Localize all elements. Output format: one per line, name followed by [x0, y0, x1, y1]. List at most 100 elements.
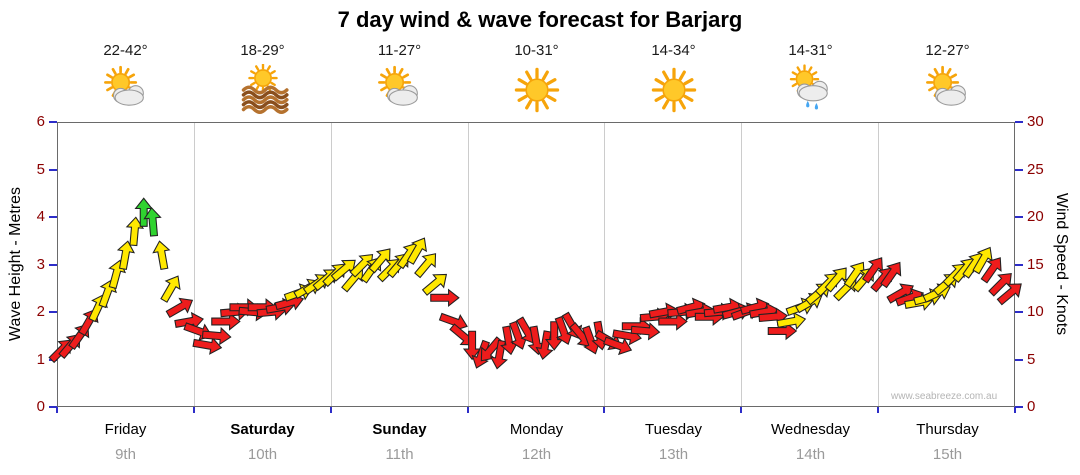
wave-axis-tick-label: 6 — [36, 113, 45, 130]
wind-axis-tick-label: 15 — [1027, 255, 1044, 273]
wave-axis-tick-label: 1 — [36, 350, 45, 368]
wind-arrow — [471, 339, 491, 369]
wind-arrow — [996, 283, 1022, 306]
day-date: 14th — [795, 446, 826, 463]
wind-axis-tick-label: 30 — [1027, 113, 1044, 130]
day-date: 13th — [658, 446, 689, 463]
day-axis-tick — [877, 407, 880, 413]
wave-axis-tick — [49, 216, 57, 218]
wind-axis-tick — [1015, 358, 1023, 361]
day-axis-tick — [603, 407, 606, 413]
day-axis-tick — [466, 407, 469, 413]
wind-arrow — [421, 273, 448, 296]
wave-axis-tick-label: 0 — [36, 398, 45, 415]
wind-arrow — [160, 275, 181, 303]
hazy-sun-icon — [241, 63, 289, 114]
day-date: 10th — [247, 446, 278, 463]
wave-axis-tick — [49, 168, 57, 171]
wave-axis-tick-label: 3 — [36, 255, 45, 273]
wave-axis-tick-label: 4 — [36, 208, 45, 225]
page-title: 7 day wind & wave forecast for Barjarg — [337, 7, 743, 32]
weather-icon-slot — [785, 64, 837, 116]
wind-arrow — [116, 240, 136, 271]
wind-arrow — [880, 261, 902, 289]
wind-arrow — [201, 326, 232, 346]
wind-axis-tick-label: 5 — [1027, 350, 1036, 368]
day-axis-tick — [192, 407, 195, 413]
wave-axis-tick-label: 2 — [36, 303, 45, 320]
wind-arrow — [406, 237, 427, 265]
day-name: Saturday — [230, 421, 295, 438]
day-name: Sunday — [372, 421, 427, 438]
temp-range: 14-31° — [788, 42, 833, 59]
wind-arrow — [414, 253, 437, 279]
wind-arrow — [980, 257, 1002, 284]
wave-axis-tick — [49, 263, 57, 266]
wind-axis-tick — [1015, 406, 1023, 408]
day-axis-tick — [740, 407, 743, 413]
wind-axis-tick — [1015, 263, 1023, 266]
wind-arrow — [143, 206, 162, 237]
wind-axis-tick — [1015, 168, 1023, 171]
weather-icon-slot — [100, 64, 152, 116]
day-column: 18-29° Saturday 10th — [194, 0, 331, 475]
weather-icon-slot — [511, 64, 563, 116]
day-gridline — [330, 123, 332, 406]
day-date: 9th — [115, 446, 136, 463]
day-gridline — [741, 123, 743, 406]
wind-arrow — [165, 297, 194, 319]
wind-arrow — [125, 216, 145, 247]
wind-axis-tick — [1015, 121, 1023, 123]
day-column: 12-27° Thursday 15th — [879, 0, 1016, 475]
weather-icon-slot — [922, 64, 974, 116]
day-column: 22-42° Friday 9th — [57, 0, 194, 475]
sunny-icon — [651, 67, 696, 113]
temp-range: 10-31° — [514, 42, 559, 59]
day-column: 14-34° Tuesday 13th — [605, 0, 742, 475]
wind-arrow — [603, 336, 633, 356]
wind-arrow — [535, 330, 554, 360]
day-date: 11th — [385, 446, 414, 463]
sun-shower-icon — [789, 64, 828, 110]
wind-axis-tick-label: 0 — [1027, 398, 1036, 415]
partly-cloudy-icon — [377, 65, 418, 106]
day-date: 12th — [521, 446, 552, 463]
day-date: 15th — [932, 446, 963, 463]
wind-arrow-layer — [48, 197, 1022, 370]
day-gridline — [604, 123, 606, 406]
wind-arrow — [630, 322, 661, 341]
temp-range: 14-34° — [651, 42, 696, 59]
day-axis-tick — [1014, 407, 1016, 413]
weather-icon-slot — [648, 64, 700, 116]
weather-icon-slot — [374, 64, 426, 116]
wind-arrow — [430, 288, 460, 308]
partly-cloudy-icon — [925, 65, 966, 106]
partly-cloudy-icon — [103, 65, 144, 106]
sunny-icon — [514, 67, 559, 113]
day-name: Wednesday — [771, 421, 850, 438]
weather-icon-slot — [237, 63, 289, 116]
day-name: Monday — [509, 421, 564, 438]
watermark: www.seabreeze.com.au — [891, 391, 998, 402]
wind-axis-tick-label: 25 — [1027, 160, 1044, 178]
wave-axis-tick — [49, 121, 57, 123]
temp-range: 18-29° — [240, 42, 285, 59]
day-gridline — [467, 123, 469, 406]
day-axis-tick — [329, 407, 332, 413]
wind-axis-tick-label: 20 — [1027, 208, 1044, 225]
wind-arrow — [152, 240, 171, 271]
wind-axis-tick — [1015, 311, 1023, 313]
wind-axis-tick-label: 10 — [1027, 303, 1044, 320]
day-column: 11-27° Sunday 11th — [331, 0, 468, 475]
wave-axis-tick — [49, 406, 57, 408]
day-name: Thursday — [916, 421, 979, 438]
temp-range: 22-42° — [103, 42, 148, 59]
day-name: Tuesday — [645, 421, 702, 438]
wave-axis-tick-label: 5 — [36, 160, 45, 178]
wind-axis-tick — [1015, 216, 1023, 218]
day-axis-tick — [56, 407, 58, 413]
wind-speed-axis-title: Wind Speed - Knots — [1053, 192, 1070, 336]
day-column: 14-31° Wednesday 14th — [742, 0, 879, 475]
temp-range: 11-27° — [377, 42, 422, 59]
